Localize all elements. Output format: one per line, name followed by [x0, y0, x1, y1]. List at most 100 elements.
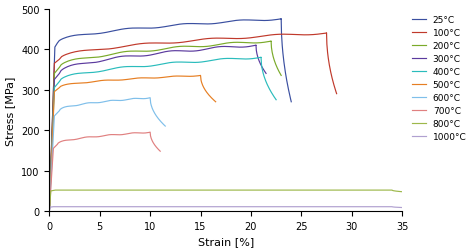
- 700°C: [157, 150, 163, 153]
- 100°C: [334, 93, 339, 96]
- 1000°C: [51, 205, 56, 208]
- 200°C: [268, 40, 274, 43]
- Line: 700°C: 700°C: [49, 133, 160, 211]
- 1000°C: [393, 206, 399, 209]
- 700°C: [47, 207, 53, 210]
- 400°C: [262, 79, 268, 82]
- 800°C: [399, 191, 405, 194]
- 25°C: [128, 27, 134, 30]
- 700°C: [85, 136, 91, 139]
- Legend: 25°C, 100°C, 200°C, 300°C, 400°C, 500°C, 600°C, 700°C, 800°C, 1000°C: 25°C, 100°C, 200°C, 300°C, 400°C, 500°C,…: [410, 14, 468, 144]
- 200°C: [261, 42, 267, 45]
- 25°C: [288, 101, 294, 104]
- 300°C: [47, 203, 53, 206]
- 100°C: [46, 210, 52, 213]
- 1000°C: [399, 206, 405, 209]
- 25°C: [46, 210, 52, 213]
- 800°C: [70, 189, 75, 192]
- 1000°C: [179, 205, 185, 208]
- 25°C: [281, 61, 287, 65]
- Y-axis label: Stress [MPa]: Stress [MPa]: [6, 76, 16, 145]
- 100°C: [47, 202, 53, 205]
- 700°C: [147, 131, 153, 134]
- 700°C: [89, 136, 94, 139]
- 700°C: [144, 132, 150, 135]
- 300°C: [246, 46, 252, 49]
- 800°C: [146, 189, 152, 192]
- 800°C: [46, 210, 52, 213]
- 25°C: [271, 19, 276, 22]
- 400°C: [131, 66, 137, 69]
- 1000°C: [68, 205, 73, 208]
- 200°C: [126, 50, 132, 53]
- 600°C: [47, 205, 53, 208]
- 1000°C: [145, 205, 151, 208]
- 300°C: [46, 210, 52, 213]
- 100°C: [53, 62, 58, 65]
- 800°C: [47, 197, 53, 200]
- 300°C: [129, 55, 135, 58]
- Line: 300°C: 300°C: [49, 46, 266, 211]
- 300°C: [256, 59, 262, 62]
- 600°C: [152, 112, 157, 115]
- 500°C: [47, 204, 53, 207]
- 400°C: [46, 210, 52, 213]
- 600°C: [144, 98, 150, 101]
- 25°C: [278, 18, 284, 21]
- 300°C: [253, 44, 259, 47]
- 100°C: [324, 32, 329, 35]
- Line: 800°C: 800°C: [49, 190, 402, 211]
- 25°C: [47, 201, 53, 204]
- 800°C: [393, 190, 399, 193]
- Line: 500°C: 500°C: [49, 76, 216, 211]
- 25°C: [53, 46, 58, 49]
- 100°C: [315, 34, 320, 37]
- 300°C: [53, 77, 58, 80]
- 700°C: [51, 146, 57, 149]
- 200°C: [47, 203, 53, 206]
- 200°C: [53, 71, 58, 74]
- 800°C: [53, 189, 58, 192]
- 100°C: [144, 42, 150, 45]
- 300°C: [263, 73, 269, 76]
- 400°C: [273, 99, 279, 102]
- 200°C: [278, 75, 284, 78]
- 300°C: [121, 55, 127, 58]
- X-axis label: Strain [%]: Strain [%]: [198, 237, 254, 246]
- 500°C: [53, 90, 58, 93]
- 400°C: [123, 66, 128, 69]
- 700°C: [150, 141, 156, 144]
- 200°C: [271, 58, 277, 61]
- Line: 600°C: 600°C: [49, 98, 165, 211]
- 1000°C: [149, 205, 155, 208]
- 600°C: [86, 102, 92, 105]
- Line: 400°C: 400°C: [49, 58, 276, 211]
- 600°C: [163, 125, 168, 128]
- 500°C: [46, 210, 52, 213]
- 200°C: [135, 50, 140, 53]
- 400°C: [47, 204, 53, 207]
- 100°C: [327, 64, 332, 67]
- 600°C: [46, 210, 52, 213]
- 800°C: [181, 189, 186, 192]
- 600°C: [53, 114, 58, 117]
- Line: 200°C: 200°C: [49, 42, 281, 211]
- 500°C: [198, 75, 203, 78]
- 400°C: [251, 58, 257, 61]
- 500°C: [213, 101, 219, 104]
- 800°C: [151, 189, 156, 192]
- 500°C: [103, 79, 109, 82]
- 600°C: [90, 102, 96, 105]
- 25°C: [137, 27, 143, 30]
- Line: 1000°C: 1000°C: [49, 207, 402, 211]
- 200°C: [46, 210, 52, 213]
- 600°C: [147, 97, 153, 100]
- 700°C: [46, 210, 52, 213]
- 500°C: [193, 75, 199, 78]
- 400°C: [258, 56, 264, 59]
- 500°C: [109, 79, 114, 82]
- 1000°C: [47, 207, 53, 210]
- Line: 25°C: 25°C: [49, 20, 291, 211]
- 400°C: [53, 85, 58, 88]
- 100°C: [155, 42, 161, 45]
